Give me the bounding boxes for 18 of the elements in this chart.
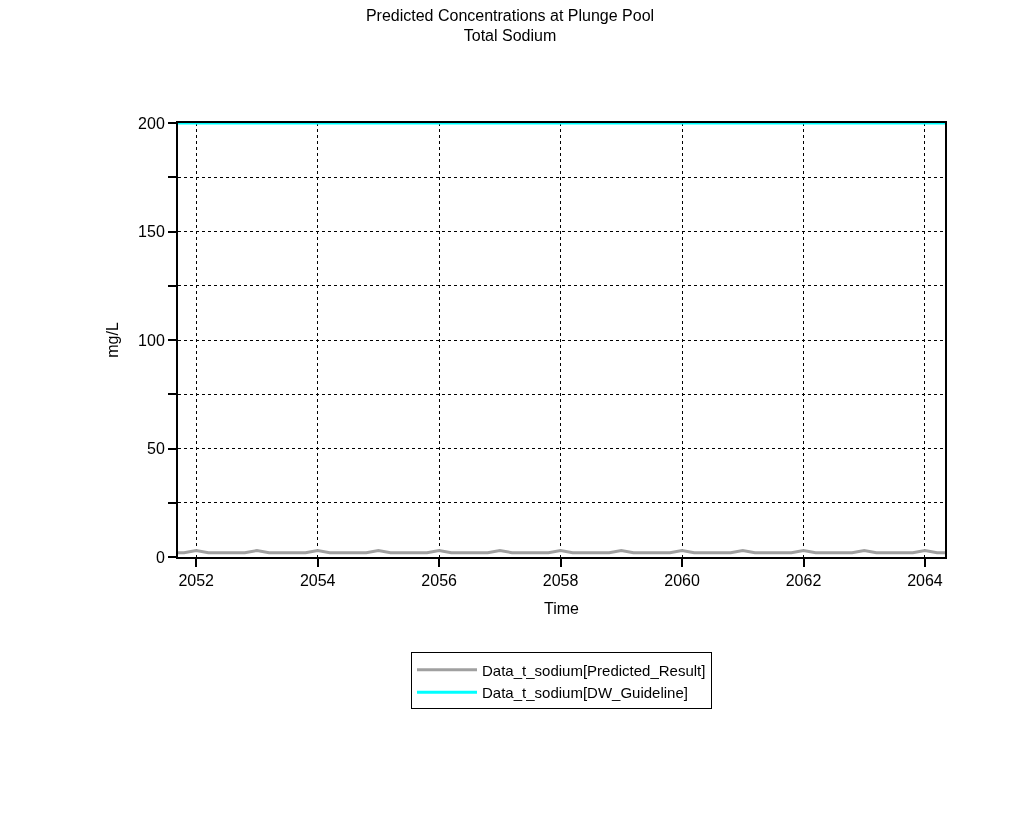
x-tick-label: 2052 [178,572,215,590]
chart-subtitle: Total Sodium [463,27,557,45]
y-tick-label: 0 [155,548,165,566]
y-axis-title: mg/L [104,322,122,358]
legend-label: Data_t_sodium[Predicted_Result] [482,661,706,679]
x-tick-label: 2060 [664,572,700,590]
y-tick-label: 150 [138,223,165,241]
legend-label: Data_t_sodium[DW_Guideline] [482,684,688,702]
chart-title: Predicted Concentrations at Plunge Pool [365,6,655,24]
y-tick-label: 200 [138,114,165,132]
x-tick-label: 2062 [785,572,822,590]
x-tick-label: 2054 [299,572,336,590]
x-tick-label: 2056 [421,572,458,590]
x-tick-label: 2064 [907,572,943,590]
y-tick-label: 50 [147,440,165,458]
y-tick-label: 100 [138,331,165,349]
x-axis-title: Time [544,600,580,618]
x-tick-label: 2058 [542,572,579,590]
